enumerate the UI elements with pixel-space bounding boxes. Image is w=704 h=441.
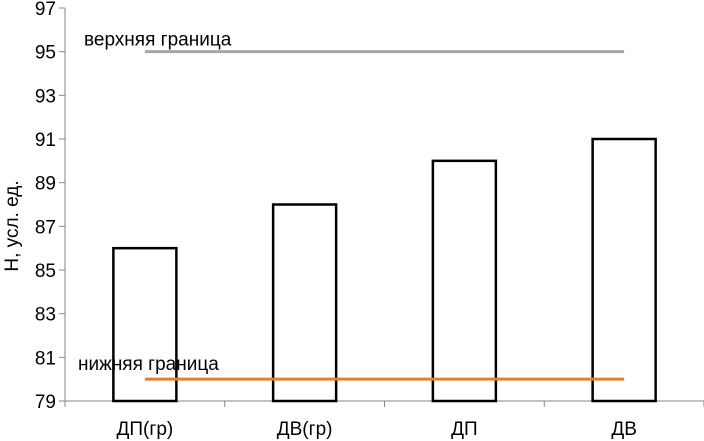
y-tick-label: 79 [35,392,56,413]
y-tick-label: 95 [35,43,56,64]
y-tick-label: 91 [35,130,56,151]
x-tick-label: ДП(гр) [117,419,174,440]
y-tick-label: 85 [35,261,56,282]
y-tick-label: 93 [35,86,56,107]
y-tick-label: 81 [35,348,56,369]
y-tick-label: 83 [35,305,56,326]
reference-line-label: нижняя граница [78,354,219,375]
reference-line-label: верхняя граница [84,30,232,51]
bar-series [112,137,657,403]
bar [431,159,498,403]
bar [271,203,338,403]
y-tick-label: 89 [35,174,56,195]
y-axis-label: Н, усл. ед. [2,180,23,271]
x-tick-label: ДП [451,419,478,440]
x-tick-label: ДВ(гр) [277,419,333,440]
reference-lines: верхняя граница нижняя граница [78,30,625,381]
bar [112,246,178,403]
y-tick-label: 97 [35,0,56,20]
y-axis-ticks: 79 81 83 85 87 89 91 93 95 97 [35,0,65,413]
x-axis-ticks: ДП(гр) ДВ(гр) ДП ДВ [64,401,704,440]
x-tick-label: ДВ [611,419,637,440]
bar [591,137,657,403]
y-tick-label: 87 [35,217,56,238]
